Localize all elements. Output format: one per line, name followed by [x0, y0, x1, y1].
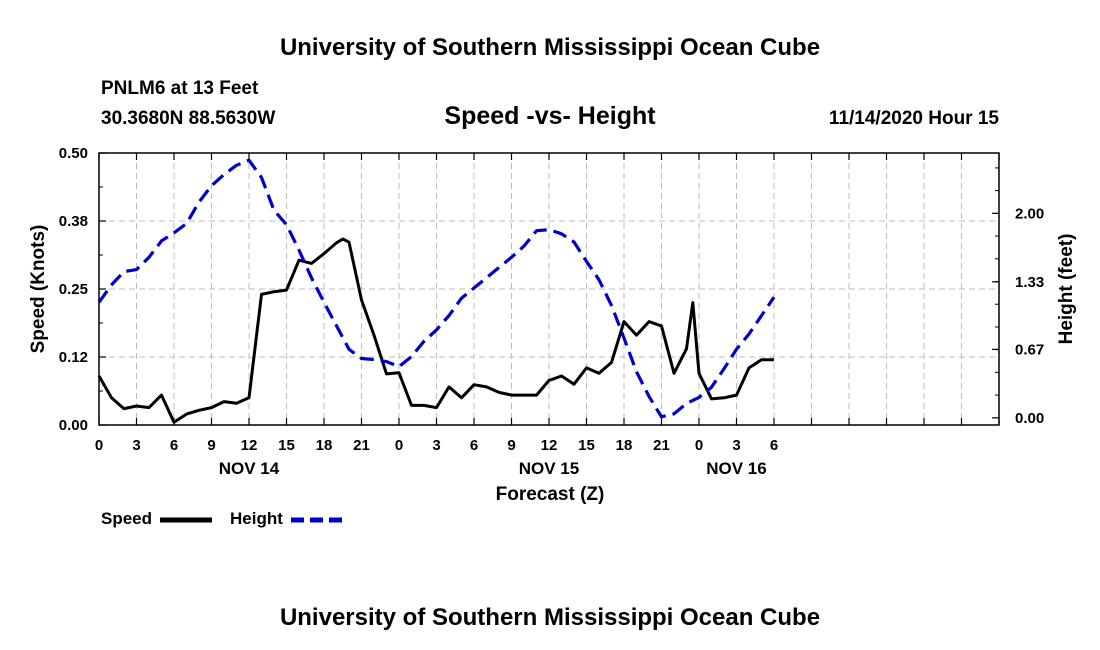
y-tick-label: 0.12: [59, 349, 88, 366]
x-tick-label: 21: [353, 437, 370, 454]
series-layer: [97, 158, 776, 424]
y2-tick-label: 1.33: [1015, 274, 1044, 291]
chart-title: Speed -vs- Height: [444, 102, 656, 130]
x-tick-label: 0: [395, 437, 403, 454]
footer-title: University of Southern Mississippi Ocean…: [280, 604, 820, 631]
y-tick-label: 0.38: [59, 213, 88, 230]
x-tick-label: 3: [732, 437, 740, 454]
y2-axis-label: Height (feet): [1056, 234, 1077, 345]
y2-tick-label: 0.67: [1015, 341, 1044, 358]
legend-speed-label: Speed: [101, 509, 152, 528]
x-tick-label: 18: [316, 437, 333, 454]
series-line-speed: [97, 237, 774, 424]
y-axis-label: Speed (Knots): [28, 225, 49, 354]
x-tick-label: 0: [695, 437, 703, 454]
x-tick-label: 15: [278, 437, 295, 454]
x-tick-label: 9: [507, 437, 515, 454]
main-title: University of Southern Mississippi Ocean…: [280, 34, 820, 61]
x-tick-label: 9: [207, 437, 215, 454]
x-tick-label: 6: [470, 437, 478, 454]
x-tick-label: 12: [541, 437, 558, 454]
x-tick-label: 18: [616, 437, 633, 454]
y2-tick-label: 2.00: [1015, 205, 1044, 222]
y-tick-label: 0.25: [59, 281, 88, 298]
station-coords: 30.3680N 88.5630W: [101, 108, 275, 129]
x-tick-label: 3: [132, 437, 140, 454]
axes-layer: 0 3 6 9 12 15 18 21 0 3 6 9 12 15 18 21 0 3 6 NOV 14 NOV 15 N…: [59, 145, 1044, 478]
forecast-datetime: 11/14/2020 Hour 15: [829, 108, 999, 129]
x-tick-label: 6: [770, 437, 778, 454]
station-label: PNLM6 at 13 Feet: [101, 78, 259, 99]
x-tick-label: 0: [95, 437, 103, 454]
y-tick-label: 0.50: [59, 145, 88, 162]
x-tick-label: 15: [578, 437, 595, 454]
x-day-label: NOV 14: [219, 459, 280, 478]
x-tick-label: 6: [170, 437, 178, 454]
x-axis-label: Forecast (Z): [496, 484, 605, 505]
series-line-height: [97, 158, 776, 419]
x-day-label: NOV 15: [519, 459, 579, 478]
x-tick-label: 3: [432, 437, 440, 454]
x-tick-label: 21: [653, 437, 670, 454]
grid-lines: [99, 153, 999, 425]
y2-tick-label: 0.00: [1015, 410, 1044, 427]
legend-height-label: Height: [230, 509, 283, 528]
legend: Speed Height: [101, 509, 343, 528]
y-tick-label: 0.00: [59, 417, 88, 434]
x-day-label: NOV 16: [706, 459, 766, 478]
x-tick-label: 12: [241, 437, 258, 454]
